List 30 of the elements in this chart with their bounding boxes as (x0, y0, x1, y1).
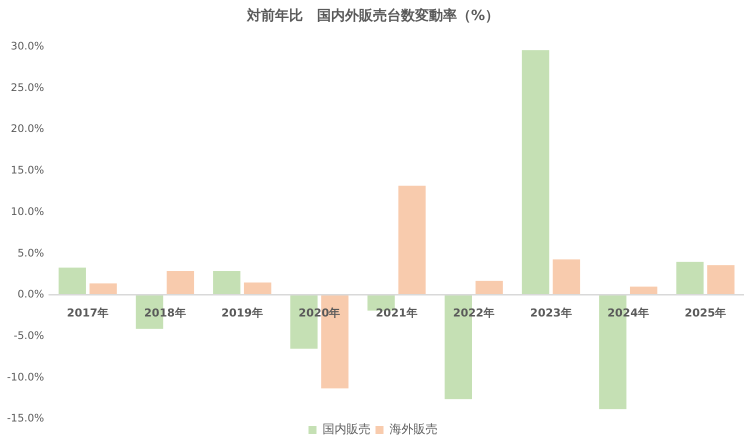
bar (166, 270, 194, 295)
legend-label: 国内販売 (322, 422, 370, 436)
bar (213, 270, 240, 295)
bar (58, 268, 86, 295)
x-tick-label: 2019年 (221, 306, 263, 320)
x-tick-label: 2023年 (530, 306, 572, 320)
bar (707, 265, 735, 295)
chart-title: 対前年比 国内外販売台数変動率（%） (246, 7, 500, 24)
x-tick-label: 2025年 (684, 306, 726, 320)
y-tick-label: 10.0% (10, 206, 44, 218)
bar (552, 259, 580, 295)
y-tick-label: -15.0% (6, 412, 44, 425)
y-tick-label: 20.0% (10, 123, 44, 136)
y-tick-label: 25.0% (10, 82, 44, 94)
bar (244, 282, 272, 295)
y-tick-label: -10.0% (6, 371, 44, 384)
bar (398, 186, 426, 295)
y-tick-label: 15.0% (10, 164, 44, 177)
bar (630, 286, 658, 295)
bar (522, 50, 550, 295)
bar (476, 280, 503, 295)
bar (90, 283, 117, 295)
x-tick-label: 2017年 (66, 306, 109, 320)
y-tick-label: 30.0% (10, 40, 44, 53)
legend-label: 海外販売 (390, 422, 438, 436)
x-tick-label: 2021年 (376, 306, 418, 320)
y-tick-label: 5.0% (17, 247, 44, 260)
y-tick-label: -5.0% (14, 330, 44, 342)
y-tick-label: 0.0% (17, 288, 44, 301)
bar (676, 262, 704, 295)
